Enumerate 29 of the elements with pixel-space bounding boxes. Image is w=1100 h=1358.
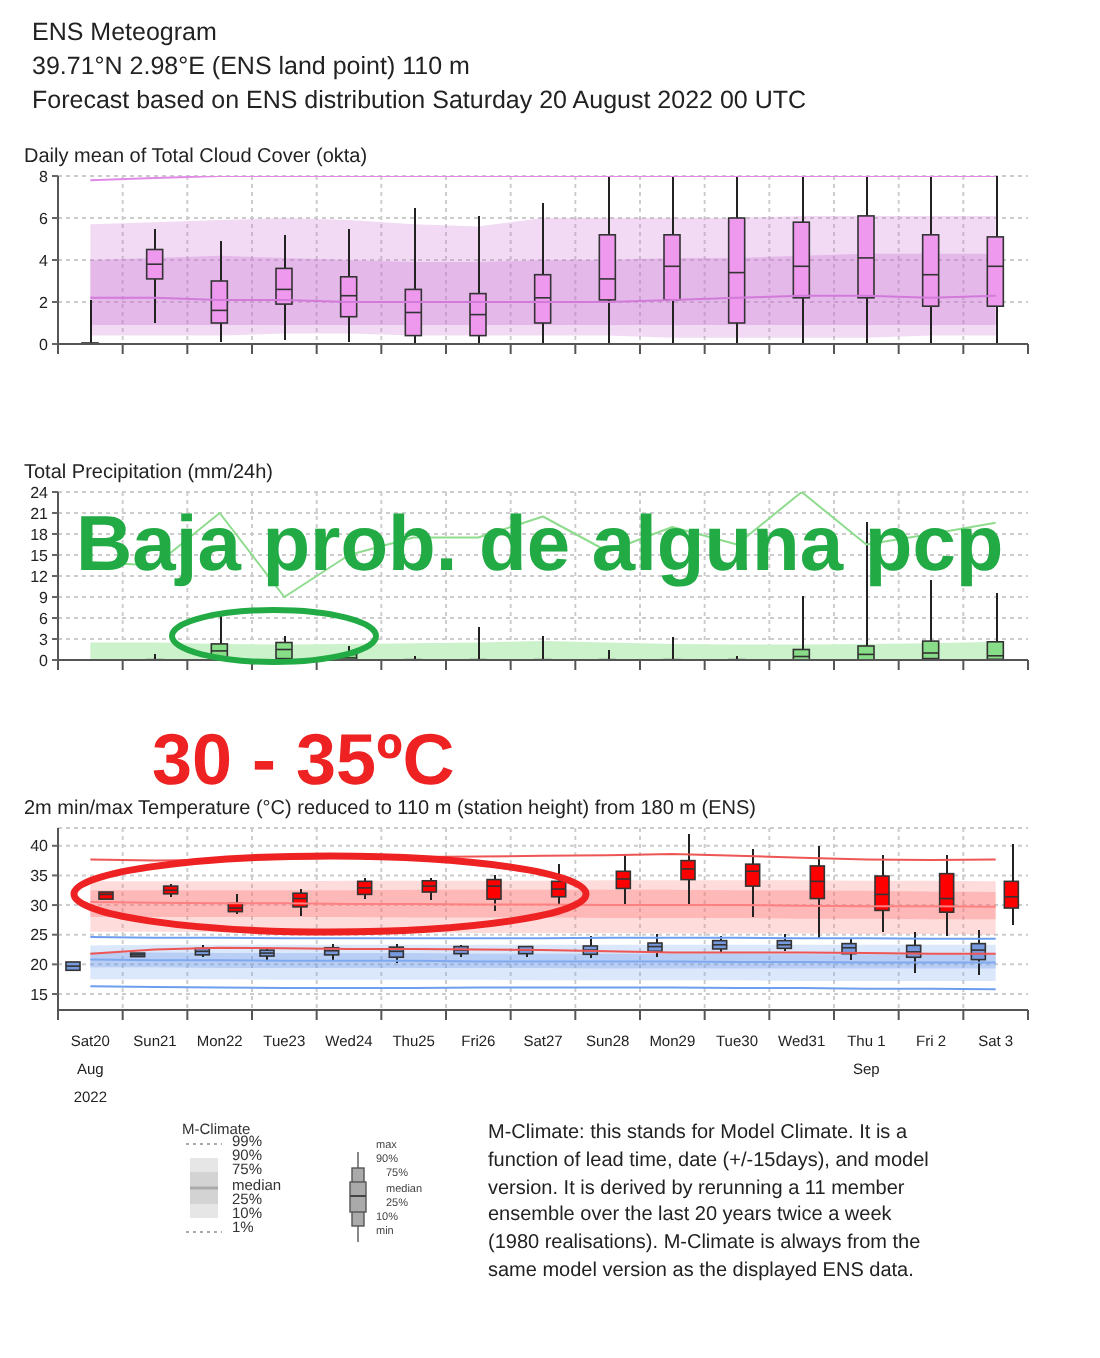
y-tick-label: 6: [39, 609, 50, 628]
chart-title: Total Precipitation (mm/24h): [24, 462, 275, 486]
text: 30 - 35ºC: [152, 718, 455, 800]
y-tick-label: 3: [39, 630, 50, 649]
chart-title: Daily mean of Total Cloud Cover (okta): [24, 146, 370, 170]
y-tick-label: 40: [30, 837, 50, 856]
y-tick-label: 4: [39, 251, 50, 270]
text: 39.71°N 2.98°E (ENS land point) 110 m: [32, 50, 472, 84]
text: M-Climate: this stands for Model Climate. It is a function of lead time, date (+/-15days), and model version. It is derived by rerunning a 11 member ensemble over the last 20 years twice a week (1980 realisations). M-Climate is always from the same model version as the displayed ENS data.: [488, 1120, 931, 1286]
y-tick-label: 35: [30, 867, 50, 886]
y-tick-label: 0: [39, 651, 50, 670]
y-tick-label: 9: [39, 588, 50, 607]
y-tick-label: 21: [30, 504, 50, 523]
text: ENS Meteogram: [32, 16, 219, 50]
y-tick-label: 8: [39, 167, 50, 186]
y-tick-label: 18: [30, 525, 50, 544]
y-tick-label: 30: [30, 896, 50, 915]
annotation: Baja prob. de alguna pcp: [76, 502, 1004, 590]
y-tick-label: 0: [39, 335, 50, 354]
y-tick-label: 15: [30, 546, 50, 565]
y-tick-label: 25: [30, 926, 50, 945]
text: Forecast based on ENS distribution Saturday 20 August 2022 00 UTC: [32, 84, 807, 118]
y-tick-label: 15: [30, 985, 50, 1004]
y-tick-label: 6: [39, 209, 50, 228]
y-tick-label: 12: [30, 567, 50, 586]
y-tick-label: 20: [30, 956, 50, 975]
chart-title: 2m min/max Temperature (°C) reduced to 110 m (station height) from 180 m (ENS): [24, 798, 758, 822]
y-tick-label: 2: [39, 293, 50, 312]
y-tick-label: 24: [30, 483, 50, 502]
